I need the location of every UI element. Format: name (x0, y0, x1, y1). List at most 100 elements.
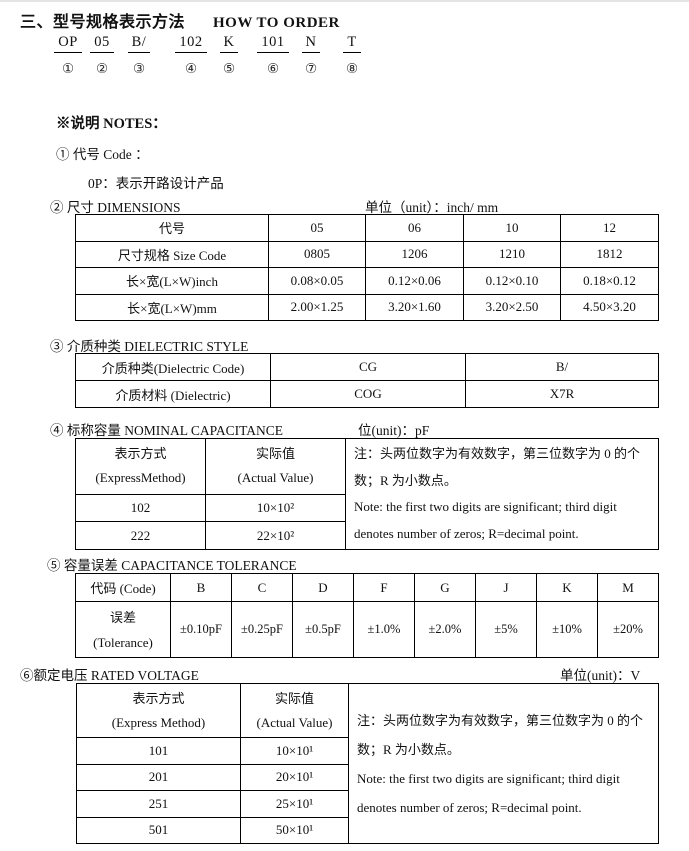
table-cell: D (292, 573, 354, 602)
table-row: 251 25×10¹ (76, 790, 659, 818)
header-line: 实际值 (255, 446, 295, 462)
voltage-table: 表示方式 (Express Method) 实际值 (Actual Value)… (76, 683, 659, 844)
table-cell: 251 (76, 790, 241, 818)
table-cell: 4.50×3.20 (560, 293, 659, 321)
header-line: (ExpressMethod) (95, 470, 186, 486)
dielectric-heading: ③ 介质种类 DIELECTRIC STYLE (50, 339, 249, 354)
order-code-index: ③ (132, 61, 146, 76)
order-code-part: K ⑤ (215, 33, 243, 77)
header-line: 实际值 (274, 690, 314, 706)
voltage-unit-label: 单位(unit)：V (560, 668, 641, 683)
table-cell: ±0.10pF (170, 601, 232, 658)
table-cell: 1812 (560, 240, 659, 268)
table-cell: 101 (76, 737, 241, 765)
table-cell: M (597, 573, 659, 602)
dielectric-table: 介质种类(Dielectric Code) CG B/ 介质材料 (Dielec… (75, 353, 659, 408)
order-code-index: ① (61, 61, 75, 76)
voltage-heading-row: ⑥额定电压 RATED VOLTAGE 单位(unit)：V (20, 664, 680, 685)
order-code-part: 102 ④ (170, 33, 212, 77)
table-header-cell: 误差 (Tolerance) (75, 601, 171, 658)
table-cell: 长×宽(L×W)mm (75, 293, 269, 321)
table-cell: 2.00×1.25 (268, 293, 366, 321)
page-title-en: HOW TO ORDER (213, 15, 340, 31)
table-row: 误差 (Tolerance) ±0.10pF ±0.25pF ±0.5pF ±1… (75, 601, 659, 658)
header-line: 误差 (109, 609, 136, 625)
order-code-part: B/ ③ (119, 33, 159, 77)
dimensions-heading: ② 尺寸 DIMENSIONS (50, 200, 181, 215)
table-cell: G (414, 573, 476, 602)
table-cell: 10×10¹ (240, 737, 349, 765)
table-cell: 20×10¹ (240, 763, 349, 791)
table-header-cell: 表示方式 (ExpressMethod) (75, 438, 206, 495)
table-header-cell: 代码 (Code) (75, 573, 171, 602)
header-line: (Actual Value) (256, 714, 333, 730)
table-cell: ±1.0% (353, 601, 415, 658)
table-cell: 501 (76, 816, 241, 844)
table-row: 代码 (Code) B C D F G J K M (75, 573, 659, 602)
order-code-index: ⑦ (304, 61, 318, 76)
table-row: 102 10×10² (75, 493, 659, 523)
table-cell: X7R (465, 380, 659, 408)
dimensions-heading-row: ② 尺寸 DIMENSIONS 单位（unit）：inch/ mm (50, 196, 650, 217)
tolerance-table: 代码 (Code) B C D F G J K M 误差 (Tolerance)… (75, 573, 659, 658)
capacitance-table: 表示方式 (ExpressMethod) 实际值 (Actual Value) … (75, 438, 659, 550)
table-cell: ±5% (475, 601, 537, 658)
order-code-index: ⑤ (222, 61, 236, 76)
order-code-part: T ⑧ (339, 33, 365, 77)
capacitance-heading: ④ 标称容量 NOMINAL CAPACITANCE (50, 423, 284, 438)
order-code-index: ⑥ (266, 61, 280, 76)
table-cell: J (475, 573, 537, 602)
header-line: 表示方式 (114, 446, 167, 462)
dimensions-unit-label: 单位（unit）：inch/ mm (365, 200, 499, 215)
page-title: 三、型号规格表示方法 HOW TO ORDER (20, 8, 340, 32)
order-code-part: N ⑦ (297, 33, 325, 77)
header-line: (Express Method) (111, 714, 206, 730)
table-cell: 介质材料 (Dielectric) (75, 380, 271, 408)
table-row: 尺寸规格 Size Code 0805 1206 1210 1812 (75, 240, 659, 268)
table-cell: 长×宽(L×W)inch (75, 267, 269, 295)
order-code-value: N (301, 34, 321, 53)
table-row: 长×宽(L×W)inch 0.08×0.05 0.12×0.06 0.12×0.… (75, 267, 659, 295)
order-code-value: 102 (175, 34, 207, 53)
table-cell: COG (270, 380, 466, 408)
capacitance-heading-row: ④ 标称容量 NOMINAL CAPACITANCE 位(unit)：pF (50, 419, 650, 440)
table-cell: 05 (268, 214, 366, 242)
table-row: 201 20×10¹ (76, 763, 659, 791)
table-header-cell: 表示方式 (Express Method) (76, 683, 241, 738)
order-code-part: 05 ② (84, 33, 120, 77)
table-row: 501 50×10¹ (76, 816, 659, 844)
note-cell: 注：头两位数字为有效数字，第三位数字为 0 的个数；R 为小数点。 Note: … (345, 438, 659, 550)
table-cell: ±10% (536, 601, 598, 658)
table-cell: 50×10¹ (240, 816, 349, 844)
notes-heading: ※说明 NOTES： (56, 116, 167, 132)
table-cell: 06 (365, 214, 464, 242)
table-cell: 0.18×0.12 (560, 267, 659, 295)
note-text-en: Note: the first two digits are significa… (354, 499, 617, 541)
table-cell: F (353, 573, 415, 602)
table-cell: 介质种类(Dielectric Code) (75, 353, 271, 381)
table-cell: 102 (75, 493, 206, 523)
table-cell: C (231, 573, 293, 602)
table-cell: B (170, 573, 232, 602)
note-code-desc: 0P：表示开路设计产品 (88, 176, 224, 191)
table-cell: 0805 (268, 240, 366, 268)
table-cell: 3.20×1.60 (365, 293, 464, 321)
page-title-zh: 三、型号规格表示方法 (20, 14, 186, 31)
table-row: 代号 05 06 10 12 (75, 214, 659, 242)
order-code-part: OP ① (48, 33, 88, 77)
table-cell: B/ (465, 353, 659, 381)
table-cell: ±2.0% (414, 601, 476, 658)
tolerance-heading: ⑤ 容量误差 CAPACITANCE TOLERANCE (47, 558, 297, 573)
table-cell: 12 (560, 214, 659, 242)
table-cell: 25×10¹ (240, 790, 349, 818)
table-cell: ±20% (597, 601, 659, 658)
order-code-index: ② (95, 61, 109, 76)
table-header-cell: 实际值 (Actual Value) (240, 683, 349, 738)
order-code-value: K (219, 34, 239, 53)
table-row: 介质材料 (Dielectric) COG X7R (75, 380, 659, 408)
dimensions-table: 代号 05 06 10 12 尺寸规格 Size Code 0805 1206 … (75, 214, 659, 321)
order-code-value: 101 (257, 34, 289, 53)
order-code-part: 101 ⑥ (254, 33, 292, 77)
note-text-en: Note: the first two digits are significa… (357, 770, 620, 815)
